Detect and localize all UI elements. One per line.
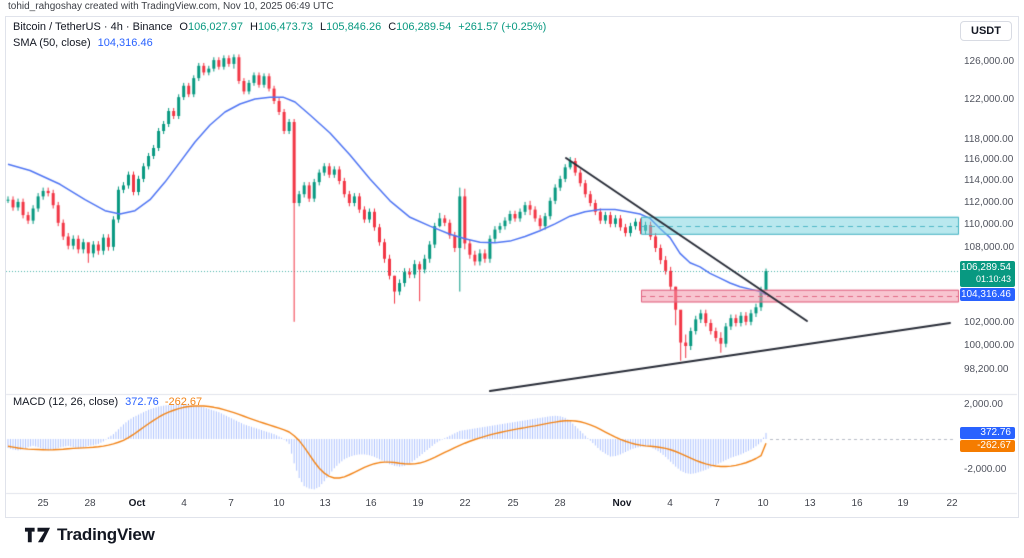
ttick-label: Nov <box>612 498 632 509</box>
last-price-badge: 106,289.54 01:10:43 <box>960 261 1015 287</box>
ttick-label: 4 <box>667 498 673 509</box>
macd-signal-badge: -262.67 <box>960 440 1015 452</box>
ptick-label: 108,000.00 <box>964 242 1015 253</box>
open-label: O <box>179 21 188 33</box>
ttick-label: 7 <box>714 498 720 509</box>
ttick-label: 25 <box>37 498 49 509</box>
currency-button[interactable]: USDT <box>960 21 1012 41</box>
ttick-label: 7 <box>228 498 234 509</box>
ttick-label: 25 <box>507 498 519 509</box>
ttick-label: Oct <box>128 498 146 509</box>
ptick-label: 116,000.00 <box>964 154 1014 165</box>
macd-value-badge: 372.76 <box>960 427 1015 439</box>
change-value: +261.57 (+0.25%) <box>458 21 547 33</box>
close-value: 106,289.54 <box>396 21 452 33</box>
ptick-label: 102,000.00 <box>964 317 1015 328</box>
tradingview-logo[interactable]: TradingView <box>24 525 155 545</box>
high-label: H <box>250 21 258 33</box>
ptick-label: 114,000.00 <box>964 175 1014 186</box>
bar-countdown: 01:10:43 <box>975 274 1011 284</box>
sma-label: SMA (50, close) <box>13 37 91 49</box>
ttick-label: 13 <box>804 498 816 509</box>
ttick-label: 28 <box>554 498 566 509</box>
sma-price-badge: 104,316.46 <box>960 288 1015 301</box>
close-label: C <box>388 21 397 33</box>
open-value: 106,027.97 <box>187 21 244 33</box>
mtick-label: 2,000.00 <box>964 399 1003 410</box>
ptick-label: 118,000.00 <box>964 134 1014 145</box>
symbol-title: Bitcoin / TetherUS · 4h · Binance <box>13 21 173 33</box>
macd-legend[interactable]: MACD (12, 26, close) 372.76 -262.67 <box>13 396 202 408</box>
ttick-label: 28 <box>84 498 96 509</box>
low-label: L <box>320 21 327 33</box>
ttick-label: 10 <box>273 498 285 509</box>
last-price-value: 106,289.54 <box>960 262 1011 273</box>
ptick-label: 98,200.00 <box>964 364 1009 375</box>
ptick-label: 110,000.00 <box>964 219 1014 230</box>
ttick-label: 13 <box>319 498 331 509</box>
attribution-text: tohid_rahgoshay created with TradingView… <box>8 1 334 12</box>
low-value: 105,846.26 <box>326 21 382 33</box>
ttick-label: 19 <box>897 498 909 509</box>
ptick-label: 126,000.00 <box>964 56 1015 67</box>
tv-logo-text: TradingView <box>57 525 155 544</box>
ttick-label: 4 <box>181 498 187 509</box>
high-value: 106,473.73 <box>257 21 314 33</box>
macd-line-value: 372.76 <box>125 396 159 408</box>
ttick-label: 16 <box>851 498 863 509</box>
symbol-legend[interactable]: Bitcoin / TetherUS · 4h · Binance O106,02… <box>13 21 546 33</box>
mtick-label: -2,000.00 <box>964 464 1007 475</box>
macd-signal-value: -262.67 <box>164 396 203 408</box>
sma-value: 104,316.46 <box>97 37 153 49</box>
ttick-label: 22 <box>946 498 958 509</box>
ptick-label: 112,000.00 <box>964 197 1014 208</box>
tv-logo-icon <box>24 527 51 543</box>
ttick-label: 10 <box>757 498 769 509</box>
macd-label: MACD (12, 26, close) <box>13 396 119 408</box>
ptick-label: 100,000.00 <box>964 340 1015 351</box>
ptick-label: 122,000.00 <box>964 94 1015 105</box>
sma-legend[interactable]: SMA (50, close) 104,316.46 <box>13 37 153 49</box>
ttick-label: 22 <box>459 498 471 509</box>
ttick-label: 16 <box>365 498 377 509</box>
ttick-label: 19 <box>412 498 424 509</box>
